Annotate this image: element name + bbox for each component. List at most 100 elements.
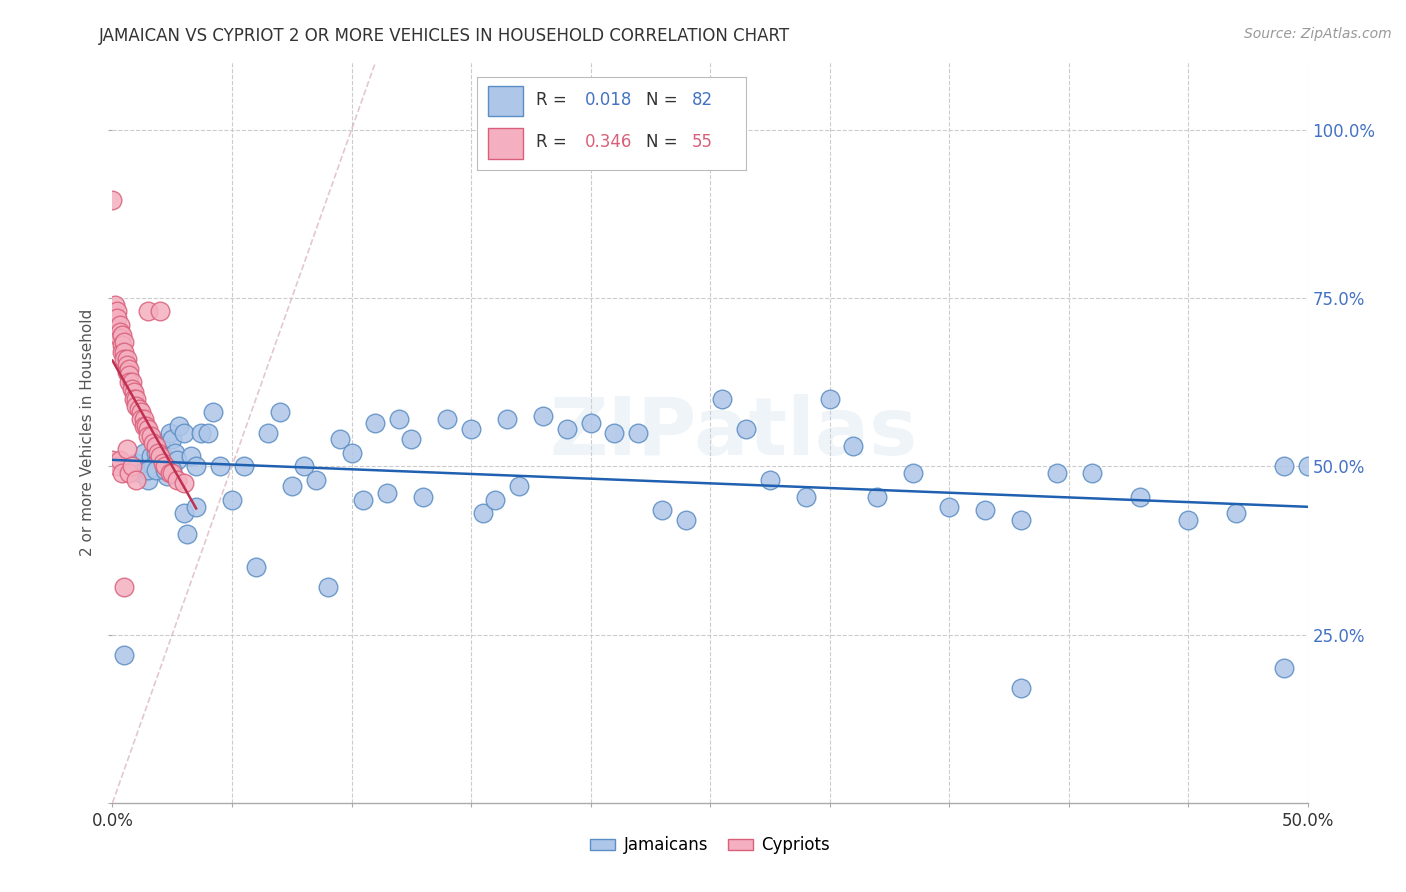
Point <box>145 446 167 460</box>
Point <box>121 375 143 389</box>
Point <box>121 459 143 474</box>
Point <box>818 392 841 406</box>
Point <box>603 425 626 440</box>
Point <box>176 526 198 541</box>
Point <box>340 446 363 460</box>
Point <box>866 490 889 504</box>
Point <box>186 459 208 474</box>
Point <box>139 449 162 463</box>
Point <box>108 331 131 345</box>
Point <box>316 581 339 595</box>
Point <box>412 490 434 504</box>
Point <box>125 456 148 470</box>
Point <box>388 412 411 426</box>
Point <box>129 412 152 426</box>
Point <box>114 351 135 366</box>
Point <box>1272 661 1295 675</box>
Point <box>209 459 232 474</box>
Point <box>162 462 183 476</box>
Point <box>377 486 399 500</box>
Point <box>1272 459 1295 474</box>
Point <box>281 479 304 493</box>
Point <box>269 405 291 419</box>
Text: ZIPatlas: ZIPatlas <box>550 393 918 472</box>
Point <box>101 194 124 208</box>
Point <box>292 459 315 474</box>
Point <box>156 469 179 483</box>
Point <box>132 446 155 460</box>
Point <box>627 425 650 440</box>
Point <box>233 459 256 474</box>
Point <box>555 422 578 436</box>
Point <box>149 435 172 450</box>
Point <box>1296 459 1319 474</box>
Point <box>163 446 186 460</box>
Point <box>169 418 191 433</box>
Point <box>166 452 188 467</box>
Point <box>221 492 243 507</box>
Point <box>111 338 134 352</box>
Point <box>129 405 152 419</box>
Point <box>135 418 157 433</box>
Point <box>115 442 138 457</box>
Point <box>460 422 482 436</box>
Point <box>173 425 195 440</box>
Point <box>153 462 176 476</box>
Point <box>108 452 131 467</box>
Point <box>105 459 128 474</box>
Point <box>152 456 174 470</box>
Point <box>118 368 141 383</box>
Point <box>1129 490 1152 504</box>
Point <box>794 490 817 504</box>
Point <box>166 473 188 487</box>
Point <box>173 476 195 491</box>
Point <box>496 412 519 426</box>
Point <box>329 433 352 447</box>
Point <box>759 473 782 487</box>
Point <box>145 462 167 476</box>
Point <box>197 425 219 440</box>
Point <box>125 392 148 406</box>
Point <box>104 298 127 312</box>
Point <box>1177 513 1199 527</box>
Point <box>115 365 138 379</box>
Point <box>115 351 138 366</box>
Point <box>129 466 152 480</box>
Point <box>138 304 160 318</box>
Point <box>401 433 423 447</box>
Point <box>153 459 176 474</box>
Point <box>245 560 267 574</box>
Point <box>114 581 135 595</box>
Point <box>138 462 160 476</box>
Point <box>352 492 374 507</box>
Point <box>111 466 134 480</box>
Point <box>162 466 183 480</box>
Point <box>152 449 174 463</box>
Point <box>842 439 865 453</box>
Point <box>138 422 160 436</box>
Point <box>138 473 160 487</box>
Point <box>132 418 155 433</box>
Point <box>105 311 128 326</box>
Point <box>201 405 224 419</box>
Point <box>128 402 150 417</box>
Point <box>364 416 387 430</box>
Legend: Jamaicans, Cypriots: Jamaicans, Cypriots <box>583 830 837 861</box>
Point <box>142 459 165 474</box>
Point <box>579 416 602 430</box>
Point <box>108 325 131 339</box>
Point <box>138 429 160 443</box>
Point <box>111 344 134 359</box>
Point <box>159 466 181 480</box>
Point <box>436 412 458 426</box>
Point <box>735 422 758 436</box>
Point <box>711 392 734 406</box>
Point <box>180 449 202 463</box>
Point <box>162 433 183 447</box>
Point <box>146 446 169 460</box>
Point <box>125 473 148 487</box>
Point <box>531 409 554 423</box>
Point <box>118 375 141 389</box>
Point <box>1046 466 1069 480</box>
Point <box>149 304 172 318</box>
